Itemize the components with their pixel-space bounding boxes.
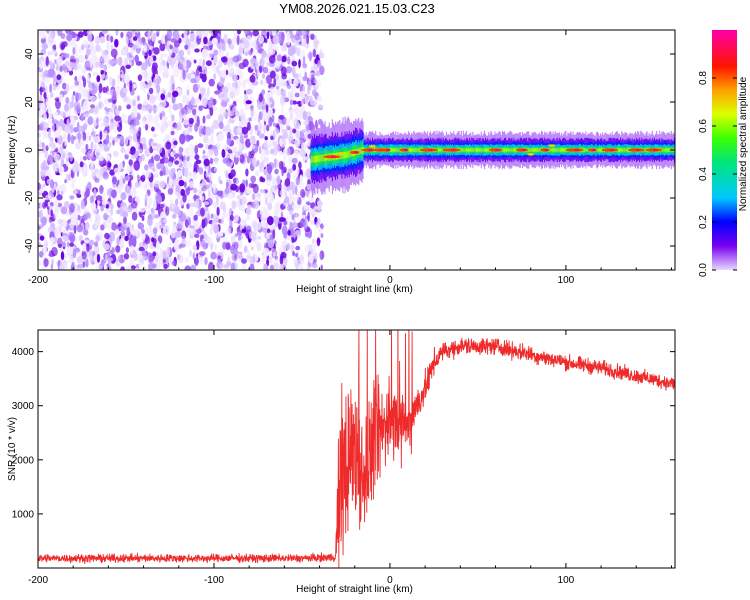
- y-tick-label: 20: [24, 96, 35, 108]
- colorbar-tick-label: 0.0: [698, 263, 709, 277]
- colorbar-tick-label: 0.2: [698, 215, 709, 229]
- x-tick-label: 0: [387, 275, 393, 286]
- snr-panel: -200 -100 0 100 1000 2000 3000 4000 Height of st…: [7, 329, 676, 595]
- x-axis-label: Height of straight line (km): [296, 584, 413, 595]
- y-tick-label: 2000: [12, 455, 35, 466]
- x-tick-label: -100: [204, 575, 224, 586]
- signal-track: [310, 116, 675, 198]
- colorbar-tick-label: 0.4: [698, 167, 709, 181]
- colorbar-gradient: [712, 30, 737, 270]
- colorbar-tick-label: 0.8: [698, 71, 709, 85]
- snr-series-line: [38, 330, 675, 568]
- colorbar-label: Normalized spectral amplitude: [738, 76, 749, 211]
- y-axis-label: SNR (10 * v/v): [7, 417, 18, 481]
- y-tick-label: 4000: [12, 347, 35, 358]
- x-tick-label: -200: [28, 275, 48, 286]
- snr-frame: [37, 329, 676, 569]
- colorbar-tick-label: 0.6: [698, 119, 709, 133]
- figure-title: YM08.2026.021.15.03.C23: [279, 1, 434, 16]
- colorbar: 0.0 0.2 0.4 0.6 0.8 Normalized spectral ampli…: [698, 30, 749, 277]
- y-tick-label: 3000: [12, 401, 35, 412]
- noise-speckle-region: [38, 30, 325, 270]
- x-tick-label: -100: [204, 275, 224, 286]
- x-tick-label: 100: [558, 275, 575, 286]
- x-tick-label: 100: [558, 575, 575, 586]
- y-tick-label: 1000: [12, 509, 35, 520]
- snr-plot-area: [38, 330, 675, 568]
- y-axis-label: Frequency (Hz): [7, 116, 18, 185]
- y-tick-label: -20: [24, 190, 35, 205]
- y-tick-label: -40: [24, 238, 35, 253]
- x-axis-label: Height of straight line (km): [296, 284, 413, 295]
- x-tick-label: -200: [28, 575, 48, 586]
- spectrogram-plot-area: [38, 30, 675, 270]
- y-tick-label: 0: [24, 147, 35, 153]
- y-tick-label: 40: [24, 48, 35, 60]
- x-tick-label: 0: [387, 575, 393, 586]
